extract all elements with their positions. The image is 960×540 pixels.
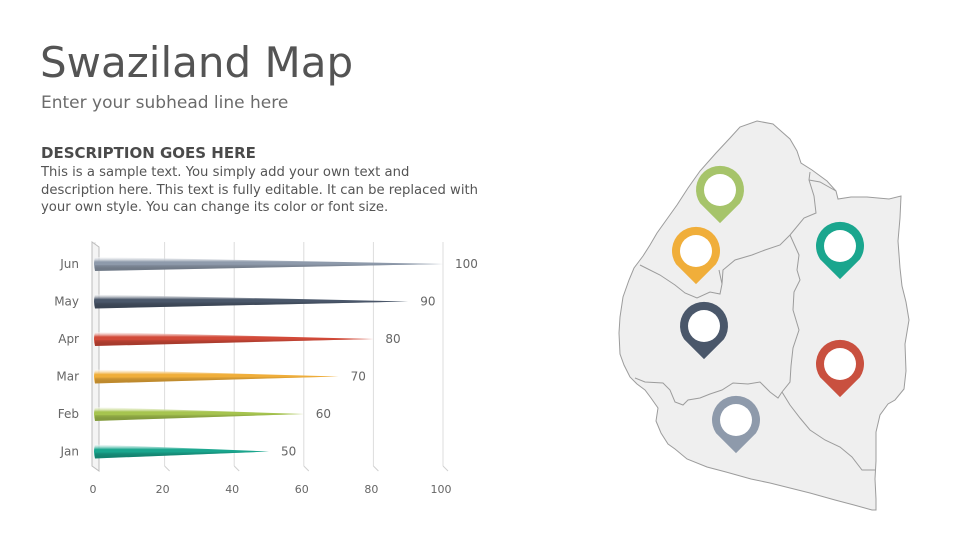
gridline-cap — [373, 465, 379, 472]
page-subtitle: Enter your subhead line here — [41, 93, 289, 113]
pin-navy-icon — [680, 301, 728, 360]
pin-green-icon — [695, 165, 744, 224]
x-tick-label: 100 — [431, 483, 452, 496]
bar-shade — [95, 339, 374, 346]
pin-red-icon — [816, 339, 864, 398]
y-category-label: Mar — [56, 370, 79, 384]
pin-gray-icon — [712, 395, 761, 454]
bar-shade — [95, 264, 443, 271]
x-tick-label: 20 — [156, 483, 170, 496]
data-label: 70 — [351, 370, 366, 384]
swaziland-map — [618, 120, 910, 511]
data-label: 100 — [455, 257, 478, 271]
bar-shade — [95, 301, 409, 309]
y-category-label: Apr — [58, 332, 79, 346]
y-category-label: May — [54, 295, 79, 309]
axis-wall — [91, 241, 100, 472]
bar-shade — [95, 414, 304, 421]
gridline-cap — [233, 465, 240, 472]
data-label: 90 — [420, 295, 435, 309]
map-outline — [618, 120, 910, 511]
y-category-label: Jun — [59, 257, 79, 271]
data-label: 80 — [385, 332, 400, 346]
data-label: 60 — [316, 407, 331, 421]
bar-shade — [95, 376, 339, 384]
x-tick-label: 60 — [295, 483, 309, 496]
description-heading: DESCRIPTION GOES HERE — [41, 144, 256, 162]
y-category-label: Jan — [60, 445, 80, 459]
description-body: This is a sample text. You simply add yo… — [41, 165, 479, 215]
bar-shade — [95, 451, 269, 459]
x-tick-label: 40 — [225, 483, 239, 496]
pin-orange-icon — [672, 226, 721, 285]
bar-chart: 0 20 40 60 80 100 50 Jan 60 Feb 70 Mar 80 Apr 90 May 100… — [54, 241, 478, 496]
x-tick-label: 80 — [364, 483, 378, 496]
page-title: Swaziland Map — [40, 38, 354, 87]
gridline-cap — [303, 465, 310, 472]
pin-teal-icon — [816, 221, 864, 280]
gridline-cap — [442, 465, 449, 472]
x-tick-label: 0 — [90, 483, 97, 496]
gridline-cap — [164, 465, 170, 472]
y-category-label: Feb — [58, 407, 79, 421]
data-label: 50 — [281, 445, 296, 459]
map-region-borders — [634, 171, 875, 471]
